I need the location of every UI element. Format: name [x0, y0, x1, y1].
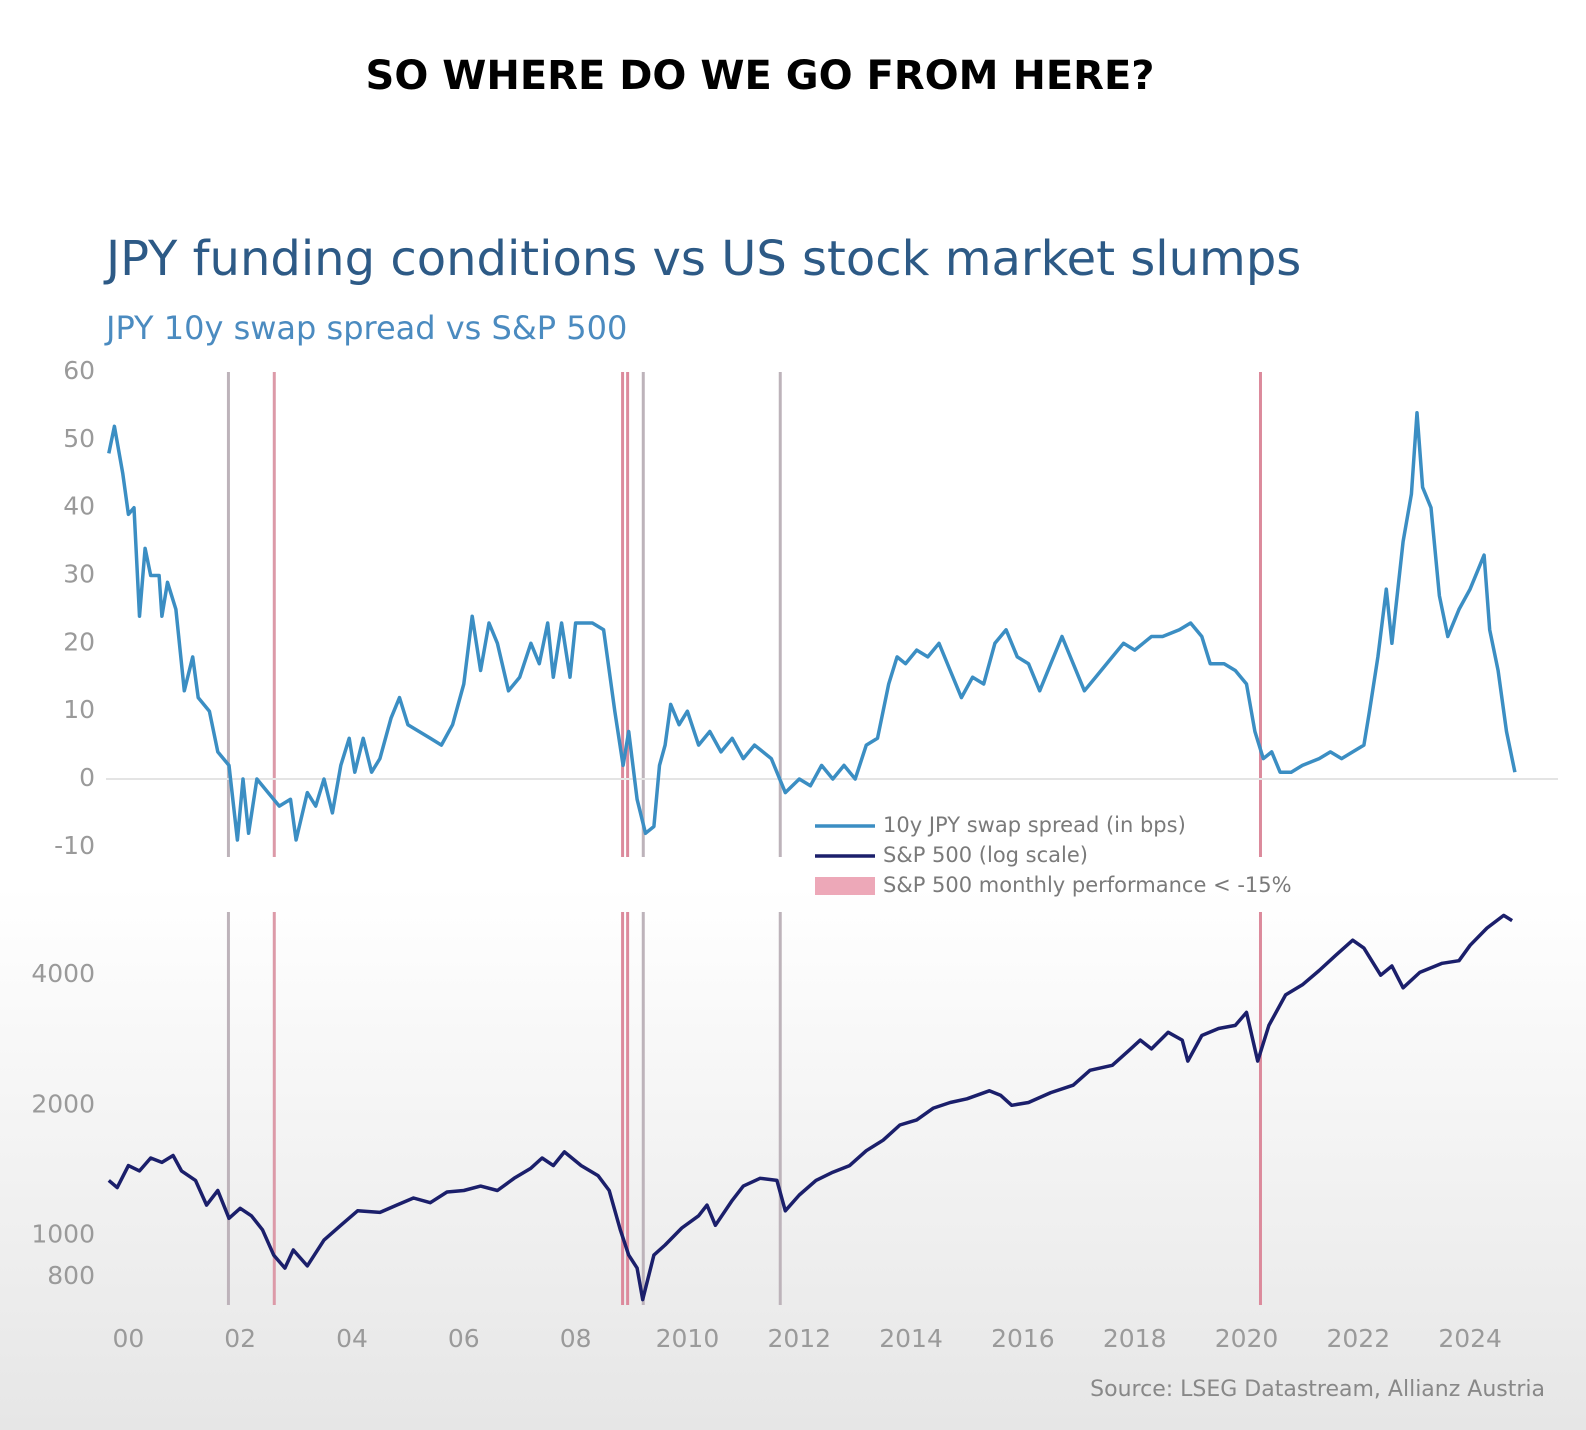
x-tick-label: 2018: [1103, 1324, 1167, 1353]
data-line: [107, 913, 1514, 1302]
x-tick-label: 2024: [1438, 1324, 1502, 1353]
x-tick-label: 2016: [991, 1324, 1055, 1353]
legend-label: 10y JPY swap spread (in bps): [883, 813, 1186, 837]
y-tick-label: 2000: [31, 1089, 95, 1118]
x-tick-label: 2014: [879, 1324, 943, 1353]
legend-label: S&P 500 (log scale): [883, 843, 1088, 867]
y-tick-label: 60: [63, 356, 95, 385]
x-tick-label: 08: [560, 1324, 592, 1353]
heading: SO WHERE DO WE GO FROM HERE?: [366, 53, 1155, 99]
x-tick-label: 04: [336, 1324, 368, 1353]
source-note: Source: LSEG Datastream, Allianz Austria: [1090, 1377, 1545, 1402]
chart-title: JPY funding conditions vs US stock marke…: [103, 231, 1301, 287]
y-tick-label: 0: [79, 763, 95, 792]
y-tick-label: 10: [63, 695, 95, 724]
x-tick-label: 2020: [1215, 1324, 1279, 1353]
x-tick-label: 00: [112, 1324, 144, 1353]
y-tick-label: 20: [63, 627, 95, 656]
y-tick-label: 30: [63, 559, 95, 588]
legend-swatch: [815, 877, 875, 895]
x-tick-label: 02: [224, 1324, 256, 1353]
y-tick-label: 50: [63, 424, 95, 453]
y-tick-label: -10: [54, 831, 95, 860]
y-tick-label: 4000: [31, 959, 95, 988]
y-tick-label: 800: [47, 1261, 95, 1290]
data-line: [107, 410, 1517, 842]
y-tick-label: 1000: [31, 1219, 95, 1248]
x-tick-label: 2010: [656, 1324, 720, 1353]
legend-label: S&P 500 monthly performance < -15%: [883, 873, 1292, 897]
x-tick-label: 06: [448, 1324, 480, 1353]
chart-subtitle: JPY 10y swap spread vs S&P 500: [104, 309, 627, 347]
x-tick-label: 2012: [767, 1324, 831, 1353]
x-tick-label: 2022: [1327, 1324, 1391, 1353]
y-tick-label: 40: [63, 492, 95, 521]
